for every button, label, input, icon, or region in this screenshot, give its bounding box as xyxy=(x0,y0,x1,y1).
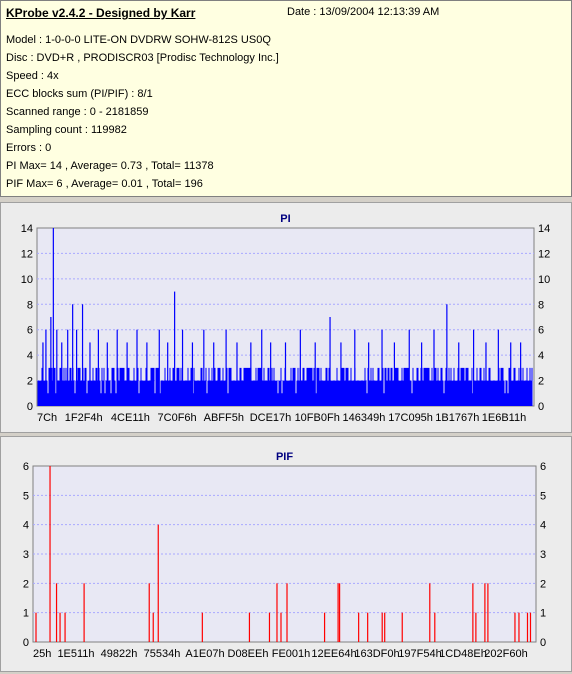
pi-chart-panel: 0 0 2 2 4 4 6 6 8 8 10 10 12 12 14 14 PI 7Ch 1F2F4h 4CE11h 7… xyxy=(0,202,572,433)
pif-ytick-label-right: 0 xyxy=(540,637,546,649)
pi-chart-title: PI xyxy=(280,213,290,225)
pif-xtick-label: 1CD48Eh xyxy=(439,648,487,660)
app-title: KProbe v2.4.2 - Designed by Karr xyxy=(6,6,196,20)
pif-ytick-label-left: 1 xyxy=(23,608,29,620)
pi-ytick-label-left: 12 xyxy=(21,248,33,260)
pif-ytick-label-right: 2 xyxy=(540,578,546,590)
pif-xtick-label: 25h xyxy=(33,648,51,660)
info-model: Model : 1-0-0-0 LITE-ON DVDRW SOHW-812S … xyxy=(6,34,271,46)
info-disc: Disc : DVD+R , PRODISCR03 [Prodisc Techn… xyxy=(6,52,279,64)
pif-xtick-label: 163DF0h xyxy=(354,648,399,660)
pif-ytick-label-left: 4 xyxy=(23,520,29,532)
pi-ytick-label-right: 8 xyxy=(538,299,544,311)
pi-ytick-label-left: 8 xyxy=(27,299,33,311)
info-panel: KProbe v2.4.2 - Designed by Karr Date : … xyxy=(0,0,572,197)
pif-chart: 0 0 1 1 2 2 3 3 4 4 5 5 6 6 PIF 25h 1E511h 49822h 75534h A1… xyxy=(23,451,546,660)
info-pif-stats: PIF Max= 6 , Average= 0.01 , Total= 196 xyxy=(6,178,203,190)
pi-ytick-label-left: 10 xyxy=(21,274,33,286)
pi-xtick-label: 1F2F4h xyxy=(65,412,103,424)
pif-xtick-label: 1E511h xyxy=(57,648,94,660)
info-pi-stats: PI Max= 14 , Average= 0.73 , Total= 1137… xyxy=(6,160,214,172)
pi-xtick-label: 10FB0Fh xyxy=(295,412,340,424)
pif-ytick-label-left: 6 xyxy=(23,461,29,473)
info-speed: Speed : 4x xyxy=(6,70,59,82)
info-ecc-blocks: ECC blocks sum (PI/PIF) : 8/1 xyxy=(6,88,153,100)
info-errors: Errors : 0 xyxy=(6,142,52,154)
pif-ytick-label-right: 5 xyxy=(540,490,546,502)
pi-ytick-label-left: 4 xyxy=(27,350,33,362)
pif-xtick-label: 75534h xyxy=(144,648,181,660)
pi-ytick-label-right: 6 xyxy=(538,325,544,337)
pif-ytick-label-left: 5 xyxy=(23,490,29,502)
pif-chart-title: PIF xyxy=(276,451,293,463)
pi-xtick-label: 1E6B11h xyxy=(482,412,526,424)
pi-xtick-label: 146349h xyxy=(342,412,385,424)
pif-xtick-label: A1E07h xyxy=(185,648,224,660)
pif-xtick-label: FE001h xyxy=(272,648,311,660)
pi-ytick-label-left: 0 xyxy=(27,401,33,413)
pif-ytick-label-right: 1 xyxy=(540,608,546,620)
pif-chart-panel: 0 0 1 1 2 2 3 3 4 4 5 5 6 6 PIF 25h 1E511h 49822h 75534h A1… xyxy=(0,436,572,672)
pif-ytick-label-left: 2 xyxy=(23,578,29,590)
pif-ytick-label-left: 0 xyxy=(23,637,29,649)
pif-ytick-label-right: 6 xyxy=(540,461,546,473)
pi-ytick-label-left: 2 xyxy=(27,376,33,388)
pi-ytick-label-right: 12 xyxy=(538,248,550,260)
pi-ytick-label-right: 14 xyxy=(538,223,550,235)
scan-date: Date : 13/09/2004 12:13:39 AM xyxy=(287,6,440,18)
pi-ytick-label-right: 0 xyxy=(538,401,544,413)
pi-xtick-label: 7C0F6h xyxy=(158,412,197,424)
pi-xtick-label: DCE17h xyxy=(250,412,292,424)
pif-xtick-label: D08EEh xyxy=(228,648,269,660)
pi-ytick-label-left: 14 xyxy=(21,223,33,235)
pif-xtick-label: 197F54h xyxy=(398,648,441,660)
pif-xtick-label: 202F60h xyxy=(484,648,527,660)
pif-ytick-label-left: 3 xyxy=(23,549,29,561)
pi-ytick-label-left: 6 xyxy=(27,325,33,337)
pi-xtick-label: 1B1767h xyxy=(435,412,479,424)
pi-xtick-label: ABFF5h xyxy=(204,412,244,424)
pi-ytick-label-right: 10 xyxy=(538,274,550,286)
pif-ytick-label-right: 3 xyxy=(540,549,546,561)
pi-chart: 0 0 2 2 4 4 6 6 8 8 10 10 12 12 14 14 PI 7Ch 1F2F4h 4CE11h 7… xyxy=(21,213,551,424)
pif-ytick-label-right: 4 xyxy=(540,520,546,532)
pif-xtick-label: 49822h xyxy=(101,648,138,660)
pif-xtick-label: 12EE64h xyxy=(311,648,356,660)
pi-xtick-label: 17C095h xyxy=(388,412,433,424)
pi-xtick-label: 4CE11h xyxy=(111,412,150,424)
pi-ytick-label-right: 4 xyxy=(538,350,544,362)
pi-xtick-label: 7Ch xyxy=(37,412,57,424)
pif-plot-area xyxy=(32,465,537,643)
info-scanned-range: Scanned range : 0 - 2181859 xyxy=(6,106,149,118)
info-sampling-count: Sampling count : 119982 xyxy=(6,124,127,136)
pi-ytick-label-right: 2 xyxy=(538,376,544,388)
